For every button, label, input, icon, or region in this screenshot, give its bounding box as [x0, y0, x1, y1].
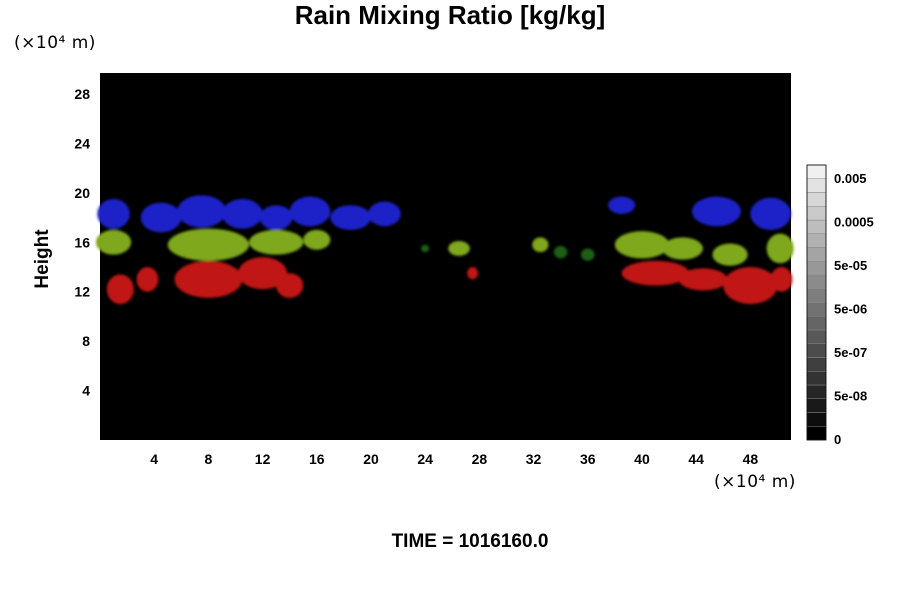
rain-feature-blob [289, 196, 331, 227]
colorbar-band [806, 288, 827, 303]
colorbar-band [806, 247, 827, 262]
x-tick-label: 16 [309, 451, 325, 467]
x-axis-ticks: 4 8 12 16 20 24 28 32 36 40 44 48 [150, 451, 758, 467]
y-tick-label: 8 [82, 333, 90, 349]
colorbar-band [806, 329, 827, 344]
rain-feature-blob [621, 260, 690, 286]
rain-feature-blob [97, 199, 130, 229]
x-axis-unit: (×10⁴ m) [714, 472, 796, 492]
colorbar-tick-label: 0.0005 [834, 215, 874, 230]
colorbar-band [806, 302, 827, 317]
rain-feature-blob [770, 267, 793, 292]
rain-feature-blob [276, 273, 304, 298]
rain-feature-blob [249, 229, 304, 255]
rain-feature-blob [678, 268, 728, 291]
colorbar-band [806, 178, 827, 193]
colorbar-band [806, 233, 827, 248]
x-tick-label: 44 [688, 451, 704, 467]
colorbar-band [806, 192, 827, 207]
rain-feature-blob [421, 244, 430, 253]
chart-title: Rain Mixing Ratio [kg/kg] [294, 0, 606, 30]
rain-feature-blob [177, 195, 227, 228]
rain-feature-blob [368, 201, 401, 227]
y-tick-label: 12 [74, 284, 90, 300]
rain-feature-blob [174, 260, 243, 298]
rain-feature-blob [467, 267, 479, 280]
colorbar-band [806, 164, 827, 179]
rain-feature-blob [723, 267, 778, 305]
colorbar: 0 5e-08 5e-07 5e-06 5e-05 0.0005 0.005 [806, 164, 874, 447]
x-tick-label: 24 [417, 451, 433, 467]
colorbar-band [806, 343, 827, 358]
x-tick-label: 40 [634, 451, 650, 467]
colorbar-band [806, 206, 827, 221]
x-tick-label: 48 [743, 451, 759, 467]
rain-feature-blob [662, 237, 703, 260]
rain-feature-blob [614, 231, 670, 259]
rain-feature-blob [221, 199, 263, 229]
x-tick-label: 8 [204, 451, 212, 467]
rain-feature-blob [136, 267, 159, 292]
x-tick-label: 4 [150, 451, 158, 467]
colorbar-tick-label: 0 [834, 432, 841, 447]
colorbar-band [806, 371, 827, 386]
colorbar-band [806, 357, 827, 372]
rain-feature-blob [750, 197, 791, 230]
colorbar-band [806, 274, 827, 289]
colorbar-band [806, 384, 827, 399]
time-label: TIME = 1016160.0 [391, 531, 549, 552]
colorbar-tick-label: 5e-08 [834, 389, 867, 404]
rain-feature-blob [140, 202, 182, 233]
rain-features [95, 195, 794, 305]
x-tick-label: 32 [526, 451, 542, 467]
colorbar-tick-label: 5e-07 [834, 345, 867, 360]
rain-feature-blob [95, 229, 132, 255]
colorbar-band [806, 316, 827, 331]
colorbar-frame [806, 164, 827, 441]
rain-feature-blob [330, 205, 371, 230]
y-tick-label: 20 [74, 185, 90, 201]
colorbar-band [806, 412, 827, 427]
rain-feature-blob [167, 228, 250, 261]
rain-feature-blob [712, 243, 748, 266]
x-tick-label: 12 [255, 451, 271, 467]
y-axis-unit: (×10⁴ m) [14, 33, 96, 53]
y-tick-label: 24 [74, 135, 90, 151]
colorbar-band [806, 261, 827, 276]
rain-feature-blob [608, 196, 636, 214]
rain-feature-blob [303, 229, 331, 250]
colorbar-band [806, 398, 827, 413]
colorbar-tick-label: 5e-06 [834, 302, 867, 317]
colorbar-band [806, 219, 827, 234]
rain-feature-blob [448, 241, 470, 256]
y-tick-label: 4 [82, 383, 90, 399]
colorbar-tick-label: 5e-05 [834, 258, 867, 273]
x-tick-label: 36 [580, 451, 596, 467]
colorbar-tick-label: 0.005 [834, 171, 867, 186]
y-tick-label: 28 [74, 86, 90, 102]
rain-feature-blob [580, 248, 595, 261]
x-tick-label: 20 [363, 451, 379, 467]
rain-feature-blob [259, 205, 293, 230]
colorbar-band [806, 426, 827, 441]
rain-feature-blob [106, 274, 134, 305]
rain-feature-blob [532, 237, 549, 253]
rain-feature-blob [692, 196, 741, 227]
y-axis-ticks: 4 8 12 16 20 24 28 [74, 86, 90, 399]
rain-feature-blob [553, 245, 568, 259]
rain-feature-blob [238, 257, 287, 290]
x-tick-label: 28 [472, 451, 488, 467]
y-tick-label: 16 [74, 234, 90, 250]
rain-feature-blob [766, 233, 794, 264]
